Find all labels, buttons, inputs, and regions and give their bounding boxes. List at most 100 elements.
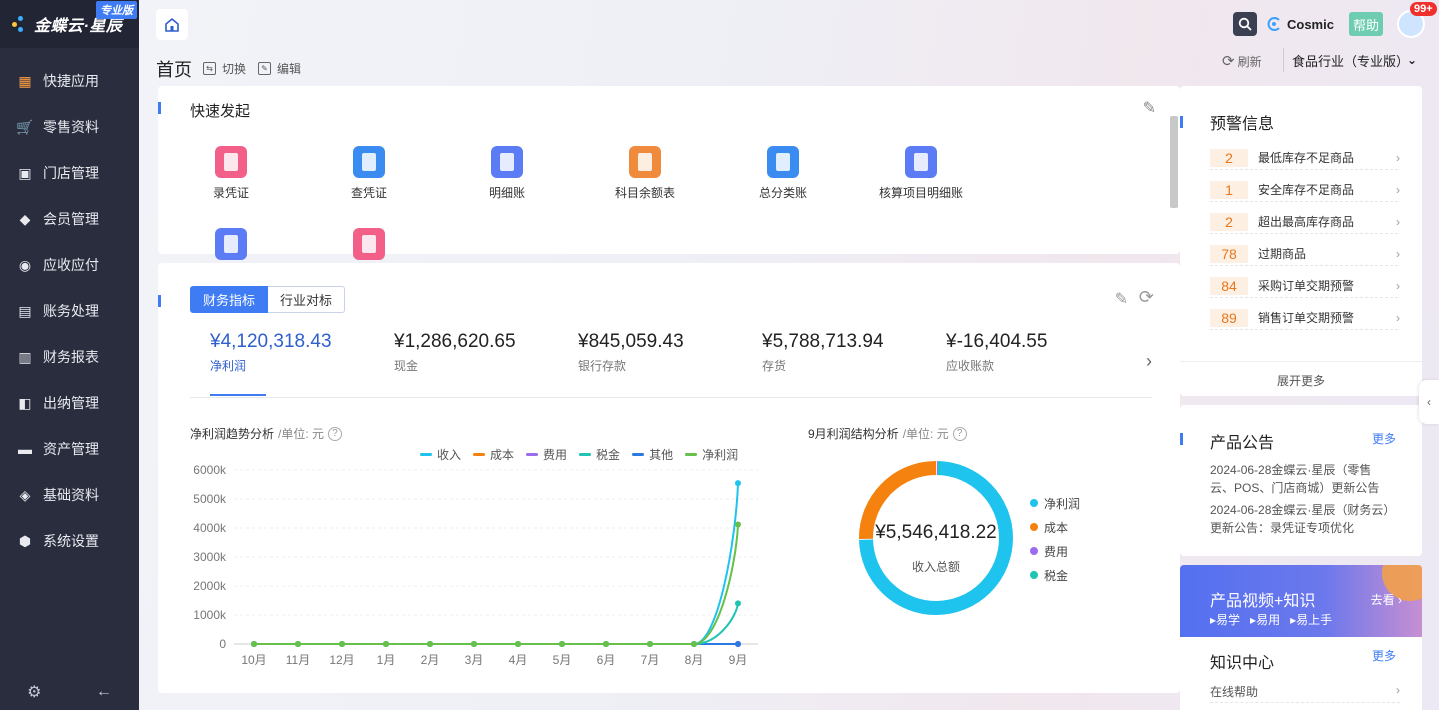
alert-row[interactable]: 2 超出最高库存商品 › bbox=[1210, 210, 1400, 234]
tab-finance-indicators[interactable]: 财务指标 bbox=[190, 286, 269, 313]
edit-layout-button[interactable]: ✎ 编辑 bbox=[258, 60, 301, 77]
x-tick-label: 6月 bbox=[597, 653, 616, 667]
knowledge-item[interactable]: 在线帮助 › bbox=[1210, 683, 1400, 703]
quick-start-item[interactable] bbox=[186, 228, 276, 266]
legend-item[interactable]: 税金 bbox=[579, 446, 620, 463]
refresh-button[interactable]: ⟳ 刷新 bbox=[1222, 52, 1262, 70]
sidebar-item[interactable]: 🛒 零售资料 bbox=[0, 104, 139, 150]
collapse-arrow-icon[interactable]: ← bbox=[95, 683, 112, 700]
alert-count: 1 bbox=[1210, 180, 1248, 199]
legend-item[interactable]: 净利润 bbox=[1030, 491, 1080, 515]
alert-label: 最低库存不足商品 bbox=[1258, 151, 1355, 165]
notice-item[interactable]: 2024-06-28金蝶云·星辰（零售云、POS、门店商城）更新公告 bbox=[1210, 463, 1380, 495]
settings-gear-icon[interactable]: ⚙ bbox=[27, 684, 42, 701]
home-icon bbox=[165, 17, 179, 32]
sidebar-item[interactable]: ◈ 基础资料 bbox=[0, 472, 139, 518]
edit-label: 编辑 bbox=[277, 62, 302, 76]
metric-value: ¥-16,404.55 bbox=[946, 331, 1048, 352]
sidebar-item[interactable]: ▦ 快捷应用 bbox=[0, 58, 139, 104]
metric-value: ¥845,059.43 bbox=[578, 331, 684, 352]
metric-cash[interactable]: ¥1,286,620.65 现金 bbox=[394, 331, 516, 374]
sidebar-item[interactable]: ▥ 财务报表 bbox=[0, 334, 139, 380]
sidebar-item[interactable]: ▤ 账务处理 bbox=[0, 288, 139, 334]
legend-label: 费用 bbox=[543, 448, 568, 462]
metric-label: 现金 bbox=[394, 359, 419, 373]
sidebar: 金蝶云·星辰 专业版 ▦ 快捷应用 🛒 零售资料 ▣ 门店管理 ◆ 会员管理 ◉ 应收应付 ▤ 账务处… bbox=[0, 0, 139, 710]
edit-icon[interactable]: ✎ bbox=[1142, 100, 1156, 117]
help-question-icon[interactable]: ? bbox=[952, 426, 967, 441]
sidebar-item[interactable]: ▣ 门店管理 bbox=[0, 150, 139, 196]
sidebar-item[interactable]: ◧ 出纳管理 bbox=[0, 380, 139, 426]
metric-receivables[interactable]: ¥-16,404.55 应收账款 bbox=[946, 331, 1047, 374]
metric-net-profit[interactable]: ¥4,120,318.43 净利润 bbox=[210, 331, 332, 374]
pie-center-label: 收入总额 bbox=[911, 560, 960, 574]
sidebar-footer: ⚙ ← bbox=[0, 674, 139, 710]
quick-start-item[interactable]: 查凭证 bbox=[324, 146, 414, 201]
legend-label: 净利润 bbox=[1044, 496, 1081, 511]
divider bbox=[1180, 361, 1422, 362]
legend-item[interactable]: 税金 bbox=[1030, 563, 1080, 587]
quick-start-item[interactable] bbox=[324, 228, 414, 266]
legend-swatch bbox=[685, 453, 698, 456]
ledger-icon: ▤ bbox=[18, 302, 32, 319]
sidebar-item[interactable]: ▬ 资产管理 bbox=[0, 426, 139, 472]
metric-bank-deposit[interactable]: ¥845,059.43 银行存款 bbox=[578, 331, 684, 374]
asset-icon: ▬ bbox=[18, 441, 32, 457]
data-point bbox=[383, 641, 389, 647]
quick-start-item[interactable]: 录凭证 bbox=[186, 146, 276, 201]
legend-item[interactable]: 其他 bbox=[632, 446, 673, 463]
help-question-icon[interactable]: ? bbox=[328, 426, 343, 441]
quick-start-label: 科目余额表 bbox=[614, 186, 675, 200]
quick-start-item[interactable]: 总分类账 bbox=[738, 146, 828, 201]
legend-item[interactable]: 费用 bbox=[1030, 539, 1080, 563]
legend-item[interactable]: 收入 bbox=[420, 446, 461, 463]
scrollbar[interactable] bbox=[1170, 116, 1178, 208]
sidebar-item[interactable]: ◆ 会员管理 bbox=[0, 196, 139, 242]
alert-row[interactable]: 78 过期商品 › bbox=[1210, 242, 1400, 266]
sidebar-item[interactable]: ⬢ 系统设置 bbox=[0, 518, 139, 564]
chevron-right-icon: › bbox=[1396, 214, 1400, 229]
edit-icon[interactable]: ✎ bbox=[1114, 291, 1128, 308]
legend-item[interactable]: 成本 bbox=[1030, 515, 1080, 539]
search-button[interactable] bbox=[1233, 12, 1257, 36]
data-point bbox=[559, 641, 565, 647]
alerts-card: 预警信息 2 最低库存不足商品 › 1 安全库存不足商品 › 2 超出最高库存商品 › 78 过期商… bbox=[1180, 86, 1422, 396]
video-go-link[interactable]: 去看 › bbox=[1370, 593, 1402, 607]
legend-item[interactable]: 费用 bbox=[526, 446, 567, 463]
org-selector[interactable]: 食品行业（专业版） ⌄ bbox=[1283, 48, 1423, 72]
help-button[interactable]: 帮助 bbox=[1349, 12, 1383, 36]
tab-industry-benchmark[interactable]: 行业对标 bbox=[268, 286, 346, 313]
quick-start-item[interactable]: 核算项目明细账 bbox=[876, 146, 966, 201]
x-tick-label: 1月 bbox=[377, 653, 396, 667]
expand-more-link[interactable]: 展开更多 bbox=[1276, 374, 1325, 388]
sidebar-item[interactable]: ◉ 应收应付 bbox=[0, 242, 139, 288]
switch-button[interactable]: ⇆ 切换 bbox=[203, 60, 246, 77]
alert-row[interactable]: 2 最低库存不足商品 › bbox=[1210, 146, 1400, 170]
chevron-right-icon: › bbox=[1396, 683, 1400, 697]
chevron-right-icon[interactable]: › bbox=[1146, 351, 1152, 371]
cosmic-link[interactable]: Cosmic bbox=[1265, 15, 1334, 33]
refresh-icon[interactable]: ⟳ bbox=[1138, 287, 1154, 307]
logo[interactable]: 金蝶云·星辰 专业版 bbox=[0, 0, 139, 48]
home-button[interactable] bbox=[156, 9, 188, 40]
knowledge-more-link[interactable]: 更多 bbox=[1371, 649, 1396, 663]
sidebar-item-label: 出纳管理 bbox=[43, 395, 99, 411]
legend-item[interactable]: 成本 bbox=[473, 446, 514, 463]
knowledge-item-label: 在线帮助 bbox=[1210, 685, 1259, 699]
quick-start-item[interactable]: 明细账 bbox=[462, 146, 552, 201]
knowledge-center-card: 知识中心 更多 在线帮助 › bbox=[1180, 637, 1422, 710]
quick-start-item[interactable]: 科目余额表 bbox=[600, 146, 690, 201]
finance-tabs: 财务指标 行业对标 bbox=[190, 286, 346, 313]
data-point bbox=[735, 641, 741, 647]
series-line bbox=[254, 603, 739, 645]
legend-item[interactable]: 净利润 bbox=[685, 446, 738, 463]
notice-item[interactable]: 2024-06-28金蝶云·星辰（财务云）更新公告：录凭证专项优化 bbox=[1210, 503, 1390, 535]
collapse-panel-button[interactable]: ‹ bbox=[1419, 380, 1439, 424]
product-video-banner[interactable]: 产品视频+知识 去看 › ▸易学 ▸易用 ▸易上手 bbox=[1180, 565, 1422, 637]
alert-row[interactable]: 1 安全库存不足商品 › bbox=[1210, 178, 1400, 202]
metric-inventory[interactable]: ¥5,788,713.94 存货 bbox=[762, 331, 884, 374]
quick-start-card: 快速发起 ✎ 录凭证 查凭证 明细账 科目余额表 总分类账 核算项目明细账 bbox=[158, 86, 1180, 260]
alert-row[interactable]: 89 销售订单交期预警 › bbox=[1210, 306, 1400, 330]
notice-more-link[interactable]: 更多 bbox=[1371, 432, 1396, 446]
alert-row[interactable]: 84 采购订单交期预警 › bbox=[1210, 274, 1400, 298]
